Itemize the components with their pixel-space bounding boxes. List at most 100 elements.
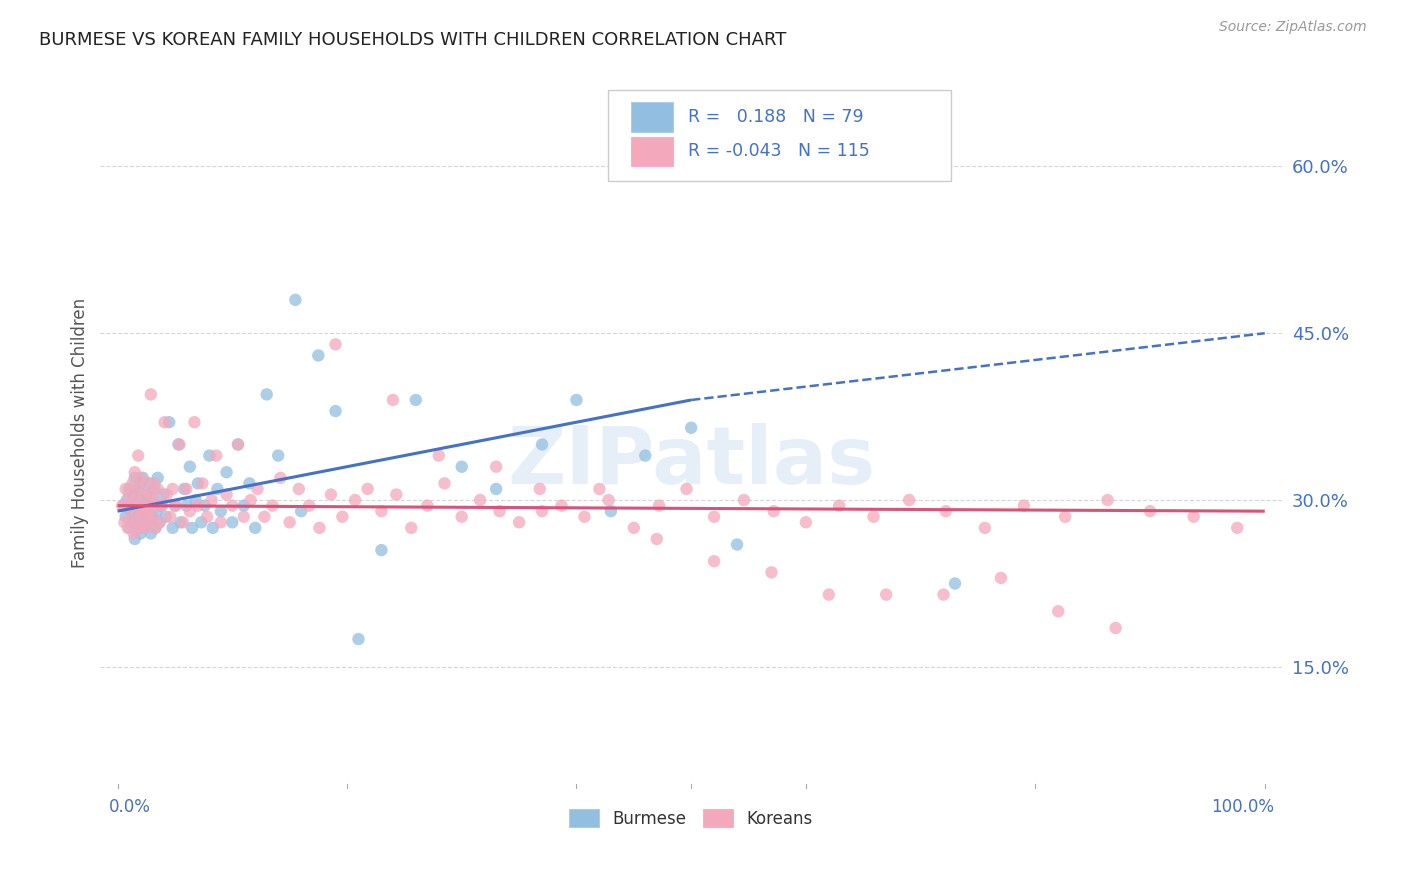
Point xyxy=(124,471,146,485)
Point xyxy=(138,487,160,501)
Point xyxy=(201,521,224,535)
Point xyxy=(262,499,284,513)
Point xyxy=(145,521,167,535)
Point xyxy=(932,588,955,602)
Point xyxy=(181,521,204,535)
Point xyxy=(485,459,508,474)
Text: BURMESE VS KOREAN FAMILY HOUSEHOLDS WITH CHILDREN CORRELATION CHART: BURMESE VS KOREAN FAMILY HOUSEHOLDS WITH… xyxy=(39,31,787,49)
Point xyxy=(267,449,290,463)
Point xyxy=(427,449,450,463)
Point xyxy=(138,516,160,530)
Point xyxy=(485,482,508,496)
Point xyxy=(381,392,404,407)
Point xyxy=(150,499,173,513)
Point xyxy=(405,392,427,407)
Point xyxy=(675,482,697,496)
Legend: Burmese, Koreans: Burmese, Koreans xyxy=(562,802,820,834)
Point xyxy=(215,487,238,501)
Point xyxy=(416,499,439,513)
Y-axis label: Family Households with Children: Family Households with Children xyxy=(72,298,89,568)
Point xyxy=(129,471,152,485)
Point xyxy=(176,482,198,496)
Point xyxy=(226,437,249,451)
Point xyxy=(118,482,141,496)
Point xyxy=(145,499,167,513)
Point xyxy=(120,499,142,513)
Point xyxy=(278,516,301,530)
Text: R = -0.043   N = 115: R = -0.043 N = 115 xyxy=(688,143,869,161)
Point xyxy=(450,459,472,474)
Point xyxy=(114,516,136,530)
Point xyxy=(531,504,554,518)
Point xyxy=(115,493,138,508)
FancyBboxPatch shape xyxy=(609,89,950,181)
Point xyxy=(253,509,276,524)
Point xyxy=(531,437,554,451)
Point xyxy=(114,509,136,524)
Point xyxy=(703,554,725,568)
Point xyxy=(155,509,177,524)
Point xyxy=(725,537,748,551)
Point xyxy=(634,449,657,463)
Point xyxy=(898,493,921,508)
Bar xyxy=(631,103,673,132)
Point xyxy=(146,482,169,496)
Point xyxy=(817,588,839,602)
Point xyxy=(132,471,155,485)
Point xyxy=(565,392,588,407)
Point xyxy=(179,459,201,474)
Point xyxy=(128,521,150,535)
Point xyxy=(165,499,187,513)
Point xyxy=(370,543,392,558)
Point xyxy=(121,516,143,530)
Point xyxy=(221,516,243,530)
Point xyxy=(124,465,146,479)
Point xyxy=(875,588,897,602)
Point xyxy=(508,516,530,530)
Point xyxy=(195,509,218,524)
Point xyxy=(288,482,311,496)
Point xyxy=(149,516,172,530)
Point xyxy=(1104,621,1126,635)
Point xyxy=(221,499,243,513)
Point xyxy=(574,509,596,524)
Point xyxy=(134,504,156,518)
Point xyxy=(127,449,149,463)
Point xyxy=(828,499,851,513)
Point xyxy=(1012,499,1035,513)
Point xyxy=(136,504,159,518)
Point xyxy=(127,482,149,496)
Point xyxy=(284,293,307,307)
Point xyxy=(129,476,152,491)
Bar xyxy=(631,136,673,167)
Point xyxy=(150,499,173,513)
Point xyxy=(131,509,153,524)
Point xyxy=(794,516,817,530)
Point xyxy=(1047,604,1070,618)
Point xyxy=(307,349,329,363)
Point xyxy=(308,521,330,535)
Point xyxy=(681,421,703,435)
Point xyxy=(135,487,157,501)
Point xyxy=(325,404,347,418)
Point xyxy=(163,499,186,513)
Point xyxy=(450,509,472,524)
Point xyxy=(232,509,254,524)
Point xyxy=(129,504,152,518)
Point xyxy=(239,493,262,508)
Point xyxy=(145,504,167,518)
Point xyxy=(115,499,138,513)
Point xyxy=(290,504,312,518)
Point xyxy=(190,516,212,530)
Point xyxy=(141,509,163,524)
Point xyxy=(124,493,146,508)
Point xyxy=(129,526,152,541)
Point xyxy=(162,521,184,535)
Point xyxy=(256,387,278,401)
Point xyxy=(703,509,725,524)
Point xyxy=(187,476,209,491)
Point xyxy=(173,482,195,496)
Point xyxy=(1182,509,1205,524)
Point xyxy=(122,526,145,541)
Point xyxy=(111,499,134,513)
